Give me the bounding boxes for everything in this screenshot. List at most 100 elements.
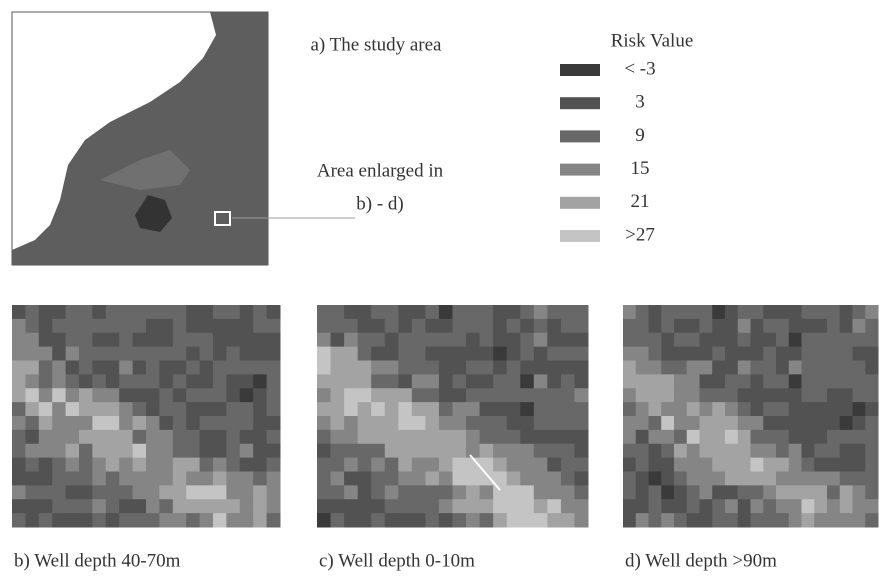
risk-cell — [687, 319, 700, 333]
risk-cell — [186, 333, 200, 347]
risk-cell — [66, 361, 80, 375]
risk-cell — [425, 402, 439, 416]
risk-cell — [66, 374, 80, 388]
risk-cell — [25, 430, 39, 444]
risk-cell — [106, 444, 120, 458]
risk-cell — [493, 402, 507, 416]
risk-cell — [814, 472, 827, 486]
risk-cell — [52, 305, 66, 319]
risk-cell — [133, 513, 147, 527]
risk-cell — [12, 444, 26, 458]
risk-cell — [186, 305, 200, 319]
risk-cell — [213, 319, 227, 333]
risk-cell — [712, 361, 725, 375]
risk-cell — [700, 305, 713, 319]
risk-cell — [480, 402, 494, 416]
risk-cell — [240, 333, 254, 347]
risk-cell — [738, 361, 751, 375]
panel-a-caption: a) The study area — [310, 34, 442, 55]
risk-cell — [751, 361, 764, 375]
risk-cell — [133, 374, 147, 388]
panel-caption: b) Well depth 40-70m — [14, 550, 181, 571]
risk-cell — [39, 430, 53, 444]
risk-cell — [534, 444, 548, 458]
risk-cell — [687, 305, 700, 319]
risk-cell — [371, 499, 385, 513]
risk-cell — [200, 458, 214, 472]
risk-cell — [840, 374, 853, 388]
risk-cell — [146, 374, 160, 388]
risk-cell — [92, 402, 106, 416]
risk-cell — [25, 319, 39, 333]
risk-cell — [52, 374, 66, 388]
risk-cell — [763, 319, 776, 333]
risk-cell — [385, 458, 399, 472]
risk-cell — [776, 416, 789, 430]
risk-cell — [674, 458, 687, 472]
risk-cell — [186, 361, 200, 375]
risk-cell — [534, 499, 548, 513]
risk-cell — [776, 430, 789, 444]
risk-cell — [331, 319, 345, 333]
risk-cell — [507, 305, 521, 319]
risk-cell — [802, 416, 815, 430]
risk-cell — [371, 374, 385, 388]
risk-cell — [453, 472, 467, 486]
risk-cell — [385, 374, 399, 388]
risk-cell — [267, 347, 281, 361]
risk-cell — [25, 513, 39, 527]
risk-cell — [725, 361, 738, 375]
risk-cell — [520, 388, 534, 402]
risk-cell — [371, 388, 385, 402]
risk-cell — [412, 402, 426, 416]
risk-cell — [133, 485, 147, 499]
risk-cell — [453, 513, 467, 527]
risk-cell — [66, 499, 80, 513]
risk-cell — [776, 402, 789, 416]
risk-cell — [687, 347, 700, 361]
risk-cell — [865, 319, 878, 333]
risk-cell — [119, 361, 133, 375]
risk-cell — [466, 305, 480, 319]
risk-cell — [412, 347, 426, 361]
risk-cell — [159, 430, 173, 444]
risk-cell — [200, 319, 214, 333]
risk-cell — [466, 444, 480, 458]
risk-cell — [240, 305, 254, 319]
risk-cell — [574, 499, 588, 513]
risk-cell — [776, 472, 789, 486]
risk-cell — [712, 388, 725, 402]
risk-cell — [106, 458, 120, 472]
risk-cell — [200, 388, 214, 402]
risk-cell — [240, 472, 254, 486]
risk-cell — [385, 485, 399, 499]
risk-cell — [789, 388, 802, 402]
risk-cell — [738, 458, 751, 472]
risk-cell — [119, 374, 133, 388]
risk-cell — [317, 402, 331, 416]
risk-cell — [649, 305, 662, 319]
risk-cell — [92, 458, 106, 472]
risk-cell — [79, 305, 93, 319]
risk-cell — [840, 361, 853, 375]
risk-cell — [371, 319, 385, 333]
risk-cell — [52, 485, 66, 499]
risk-cell — [480, 416, 494, 430]
risk-cell — [119, 333, 133, 347]
risk-cell — [480, 361, 494, 375]
risk-cell — [398, 347, 412, 361]
risk-cell — [66, 347, 80, 361]
risk-cell — [331, 402, 345, 416]
risk-cell — [547, 333, 561, 347]
risk-cell — [317, 333, 331, 347]
risk-cell — [213, 305, 227, 319]
risk-cell — [520, 458, 534, 472]
risk-cell — [493, 333, 507, 347]
risk-cell — [853, 513, 866, 527]
risk-cell — [534, 402, 548, 416]
risk-cell — [802, 472, 815, 486]
risk-cell — [12, 458, 26, 472]
legend-swatch — [560, 64, 600, 76]
risk-cell — [840, 472, 853, 486]
risk-cell — [507, 416, 521, 430]
